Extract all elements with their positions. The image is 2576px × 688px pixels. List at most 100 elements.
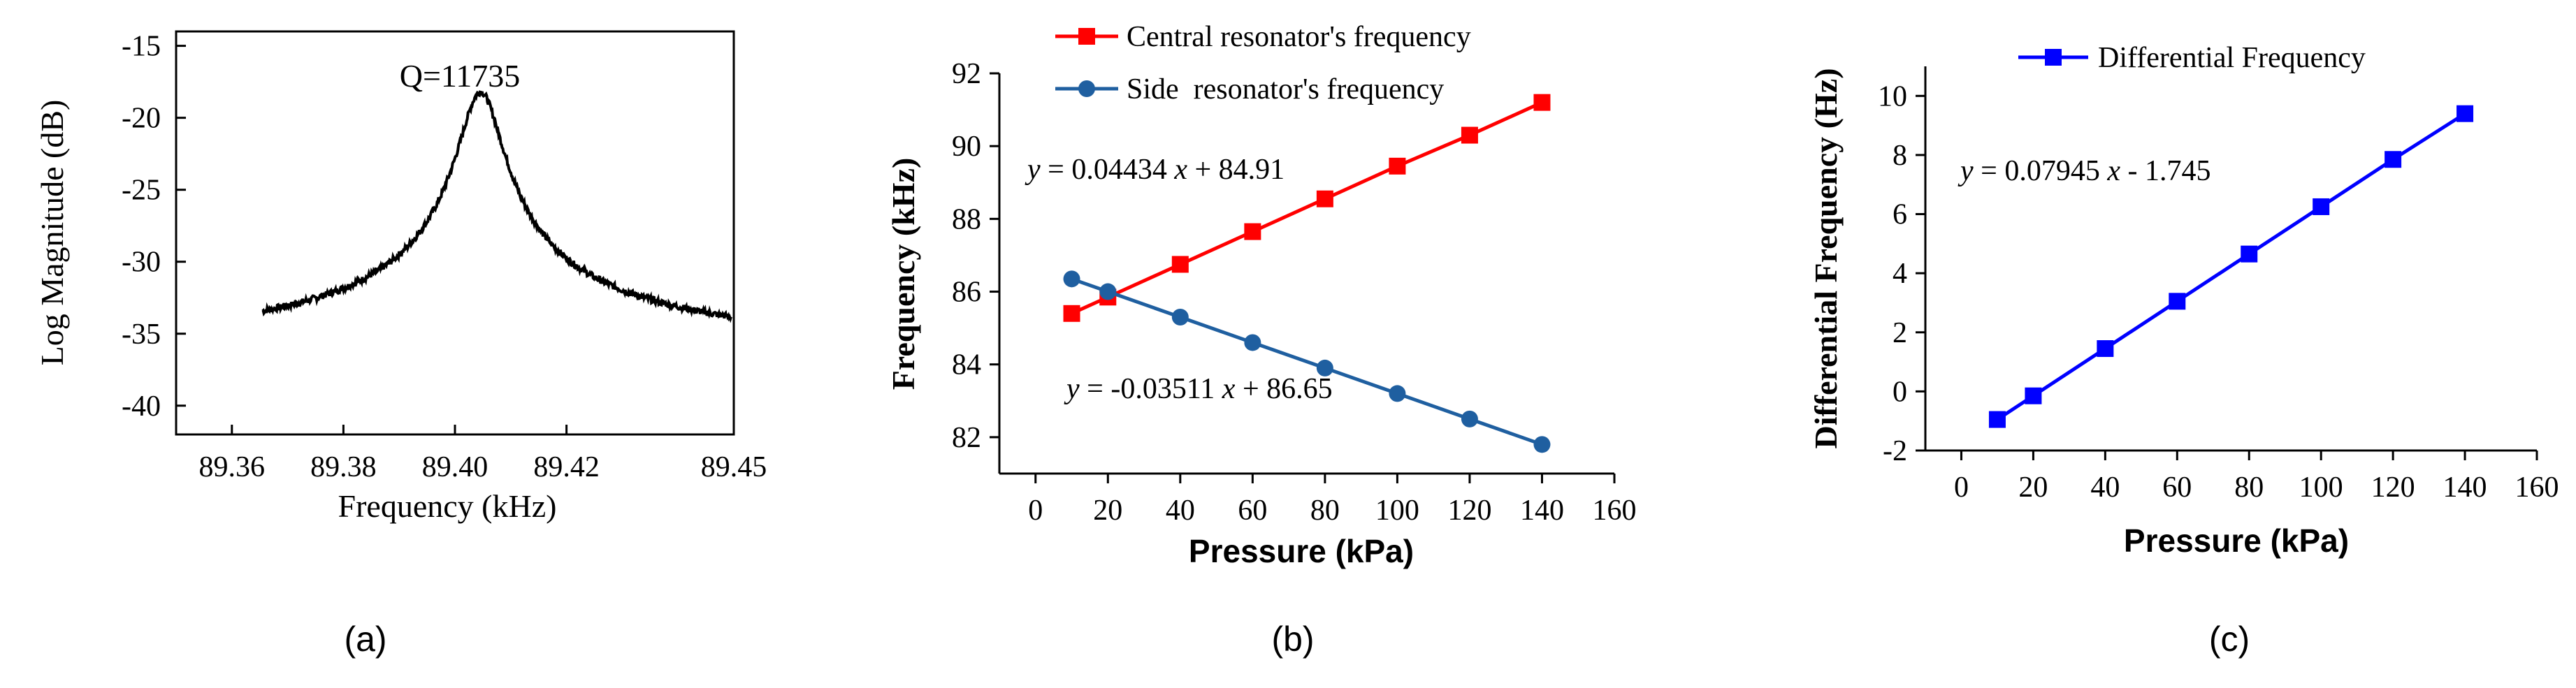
chart-a-x-ticks: 89.36 89.38 89.40 89.42 89.45: [199, 425, 767, 483]
chart-b-series-1-point: [1316, 359, 1333, 376]
chart-c-eq-y: y: [1958, 155, 1974, 187]
chart-a-resonance-curve: [261, 90, 732, 323]
chart-b-series-1-point: [1389, 385, 1406, 402]
chart-b-panel-label: (b): [1271, 620, 1314, 659]
chart-c-x-tick-label: 60: [2162, 471, 2192, 504]
chart-a-x-tick-label: 89.42: [533, 451, 600, 483]
chart-b-x-tick-label: 60: [1238, 495, 1267, 527]
chart-c-series: [1988, 105, 2474, 428]
chart-b-series-0-point: [1063, 305, 1080, 322]
chart-b-legend: Central resonator's frequency Side reson…: [1055, 21, 1471, 105]
chart-b-series-1-line: [1071, 277, 1543, 446]
chart-a-x-tick-label: 89.45: [701, 451, 767, 483]
chart-b-equation-side: y = -0.03511 x + 86.65: [1064, 373, 1333, 405]
chart-a-y-tick-label: -20: [122, 103, 161, 135]
chart-b-eq2-y: y: [1064, 373, 1080, 405]
chart-b-series-1-point: [1063, 270, 1080, 288]
chart-b-eq2-coef: = -0.03511: [1080, 373, 1222, 405]
chart-c-x-tick-label: 160: [2515, 471, 2559, 504]
chart-c-series-0-point: [2241, 245, 2258, 263]
chart-b-series-1-point: [1533, 436, 1551, 453]
chart-c-legend-marker: [2045, 49, 2062, 66]
chart-c-eq-coef: = 0.07945: [1974, 155, 2108, 187]
chart-b: 0 20 40 60 80 100 120 140 160 82 84 86 88 90 92 Centr…: [885, 21, 1637, 659]
chart-b-legend-central: Central resonator's frequency: [1127, 21, 1471, 53]
chart-c-x-tick-label: 0: [1954, 471, 1969, 504]
chart-c-y-tick-label: 0: [1893, 376, 1907, 408]
chart-b-y-tick-label: 86: [952, 277, 981, 309]
chart-b-x-ticks: 0 20 40 60 80 100 120 140 160: [1028, 474, 1637, 527]
chart-b-x-tick-label: 20: [1093, 495, 1122, 527]
chart-b-eq2-x: x: [1222, 373, 1236, 405]
chart-b-legend-side: Side resonator's frequency: [1127, 73, 1444, 105]
chart-c-x-tick-label: 80: [2234, 471, 2264, 504]
chart-a-annotation-q: Q=11735: [400, 58, 520, 94]
chart-b-series-1-point: [1171, 309, 1189, 326]
chart-b-x-tick-label: 0: [1028, 495, 1043, 527]
chart-c-x-tick-label: 40: [2090, 471, 2120, 504]
chart-c-x-tick-label: 140: [2443, 471, 2487, 504]
chart-c-y-tick-label: -2: [1883, 435, 1907, 467]
chart-b-series-0-point: [1171, 256, 1189, 273]
chart-b-x-tick-label: 140: [1520, 495, 1564, 527]
chart-c-x-tick-label: 100: [2299, 471, 2343, 504]
chart-b-series-0-point: [1244, 223, 1261, 240]
chart-a-y-tick-label: -30: [122, 247, 161, 279]
chart-c-y-tick-label: 2: [1893, 317, 1907, 349]
chart-b-series-1-point: [1461, 410, 1478, 427]
chart-b-y-tick-label: 92: [952, 58, 981, 90]
chart-c-y-tick-label: 8: [1893, 140, 1907, 172]
chart-a-x-tick-label: 89.36: [199, 451, 266, 483]
chart-c-series-0-point: [2169, 293, 2186, 310]
chart-c-series-0-point: [2025, 387, 2042, 404]
chart-b-series-0-line: [1071, 101, 1543, 316]
chart-b-x-tick-label: 160: [1593, 495, 1637, 527]
chart-a-y-tick-label: -15: [122, 31, 161, 63]
chart-b-eq1-y: y: [1025, 154, 1041, 186]
chart-b-y-tick-label: 88: [952, 203, 981, 235]
chart-b-y-tick-label: 84: [952, 349, 981, 381]
chart-a-panel-label: (a): [344, 620, 386, 659]
chart-c-panel-label: (c): [2209, 620, 2250, 659]
chart-c-series-0-point: [2097, 340, 2114, 358]
chart-c-x-tick-label: 120: [2371, 471, 2415, 504]
chart-b-series-1-point: [1099, 283, 1117, 300]
chart-c-y-ticks: -2 0 2 4 6 8 10: [1878, 80, 1925, 467]
chart-b-equation-central: y = 0.04434 x + 84.91: [1025, 154, 1285, 186]
chart-c-eq-const: - 1.745: [2120, 155, 2211, 187]
chart-c-series-0-point: [1988, 411, 2006, 428]
chart-b-legend-marker-central: [1078, 28, 1095, 45]
chart-c-x-tick-label: 20: [2018, 471, 2048, 504]
chart-a: 89.36 89.38 89.40 89.42 89.45 -40 -35 -30 -25 -2…: [34, 30, 767, 659]
chart-c-series-0-line: [1996, 112, 2466, 421]
chart-b-series-0-point: [1533, 94, 1551, 111]
chart-c-y-tick-label: 4: [1893, 258, 1907, 290]
chart-b-x-axis-label: Pressure (kPa): [1189, 533, 1414, 569]
chart-b-legend-marker-side: [1078, 80, 1095, 97]
chart-b-x-tick-label: 40: [1166, 495, 1195, 527]
chart-b-y-tick-label: 82: [952, 422, 981, 454]
chart-c-series-0-point: [2313, 198, 2330, 215]
chart-c: 0 20 40 60 80 100 120 140 160 -2 0 2 4 6 8 10 Differen…: [1808, 42, 2559, 659]
chart-b-y-tick-label: 90: [952, 131, 981, 163]
chart-b-series: [1063, 94, 1551, 453]
chart-b-y-ticks: 82 84 86 88 90 92: [952, 58, 999, 454]
chart-c-eq-x: x: [2106, 155, 2120, 187]
chart-c-y-tick-label: 6: [1893, 199, 1907, 231]
chart-c-y-tick-label: 10: [1878, 80, 1907, 112]
chart-a-y-tick-label: -40: [122, 390, 161, 423]
chart-b-eq1-coef: = 0.04434: [1041, 154, 1175, 186]
chart-a-y-tick-label: -35: [122, 319, 161, 351]
chart-b-x-tick-label: 100: [1375, 495, 1419, 527]
chart-c-legend: Differential Frequency: [2018, 42, 2366, 74]
chart-b-eq1-const: + 84.91: [1187, 154, 1285, 186]
chart-b-series-0-point: [1389, 157, 1406, 175]
chart-a-y-axis-label: Log Magnitude (dB): [34, 100, 70, 366]
chart-b-series-0-point: [1461, 126, 1478, 144]
chart-b-series-1-point: [1244, 334, 1261, 351]
chart-b-y-axis-label: Frequency (kHz): [885, 158, 921, 390]
chart-c-series-0-point: [2456, 105, 2474, 122]
chart-a-y-tick-label: -25: [122, 175, 161, 207]
chart-a-y-ticks: -40 -35 -30 -25 -20 -15: [122, 31, 186, 423]
chart-c-x-axis-label: Pressure (kPa): [2124, 522, 2349, 559]
